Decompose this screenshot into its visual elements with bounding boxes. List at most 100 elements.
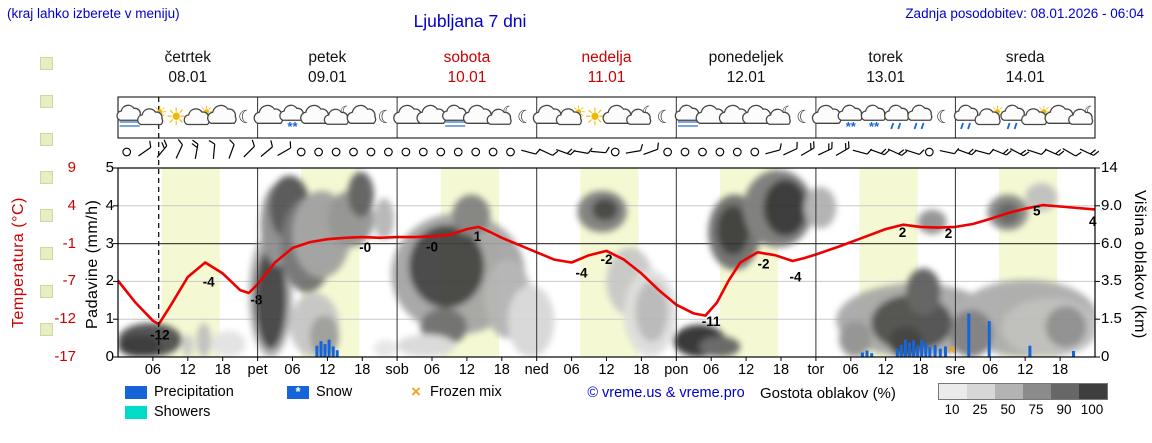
precipitation-swatch [125,386,147,399]
left-strip-square [40,171,53,184]
wind-barb-icon [538,148,559,156]
wind-barb-icon [156,139,168,158]
frozen-mix-icon: × [411,382,421,401]
precip-bar [865,350,869,357]
x-tick-label: 12 [319,362,335,378]
day-header: sreda 14.01 [1006,48,1045,88]
weather-icon-moon-cloud: ☾ [626,103,655,125]
day-header: torek 13.01 [866,48,905,88]
frozen-mix-legend-label: Frozen mix [430,384,502,400]
x-tick-label: 18 [633,362,649,378]
wind-calm-icon [488,147,498,157]
temp-label: 4 [1089,214,1097,229]
weather-icon-moon: ☾ [657,107,673,127]
x-tick-label: tor [807,362,824,378]
precip-bar [870,353,874,357]
precip-bar [920,339,924,357]
svg-text:☾: ☾ [657,107,673,127]
wind-barb-icon [1027,149,1047,156]
cloud-density-label: Gostota oblakov (%) [760,385,896,402]
wind-calm-icon [680,147,690,157]
precip-bar [331,346,335,357]
wind-barb-icon [800,141,815,157]
axis-tick-label: 9 [67,159,76,176]
snow-legend-label: Snow [316,384,353,400]
x-tick-label: 12 [738,362,754,378]
cloud-height-axis-label: Višina oblakov (km) [1131,190,1148,339]
weather-icon-cloud [207,104,237,124]
day-name: nedelja [581,49,632,66]
wind-calm-icon [715,147,725,157]
showers-swatch [125,406,147,419]
weather-icon-rain-cloud [907,104,933,130]
temp-label: -4 [789,269,801,284]
x-tick-label: 18 [912,362,928,378]
wind-calm-icon [331,147,341,157]
x-tick-label: 06 [424,362,440,378]
menu-hint: (kraj lahko izberete v meniju) [7,6,180,21]
wind-barb-icon [1044,148,1065,156]
temp-label: -8 [250,293,262,308]
wind-barb-icon [818,141,833,156]
precip-bar [908,342,911,357]
weather-icon-moon-cloud: ☾ [765,103,794,125]
day-header: sobota 10.01 [444,48,491,88]
x-tick-label: 18 [215,362,231,378]
credit-link[interactable]: © vreme.us & vreme.pro [587,385,745,401]
wind-barb-icon [175,139,184,159]
wind-barb-icon [1079,148,1100,156]
left-strip-square [40,133,53,146]
svg-text:☾: ☾ [517,107,533,127]
temp-label: 2 [899,225,907,240]
wind-calm-icon [453,147,463,157]
axis-tick-label: 9.0 [1101,196,1122,214]
wind-barb-icon [783,141,798,156]
precip-bar [860,352,864,357]
weather-icon-fog [116,104,142,127]
wind-barb-icon [208,140,216,160]
wind-barb-icon [521,148,541,155]
left-strip-square [40,95,53,108]
day-date: 11.01 [587,69,626,86]
wind-barb-icon [191,139,199,159]
wind-barb-icon [243,139,256,158]
wind-barb-icon [625,144,644,154]
precip-bar [327,339,331,357]
precip-bar [319,341,323,357]
axis-tick-label: -12 [54,310,76,328]
density-tick: 100 [1080,402,1104,417]
temp-label: -12 [150,328,170,343]
precip-bar [987,321,991,357]
wind-barb-icon [765,143,782,155]
density-tick: 10 [944,402,960,417]
svg-text:☾: ☾ [377,107,393,127]
page-title: Ljubljana 7 dni [413,11,527,31]
x-tick-label: 18 [773,362,789,378]
x-tick-label: 06 [284,362,300,378]
weather-icon-moon: ☾ [936,107,952,127]
day-date: 14.01 [1005,69,1045,86]
wind-barb-icon [590,146,610,154]
wind-barb-icon [904,149,925,156]
weather-icon-moon: ☾ [517,107,533,127]
weather-icon-snow-cloud: ** [279,104,305,134]
left-strip-square [40,209,53,222]
svg-text:**: ** [287,119,298,134]
density-tick: 75 [1028,402,1044,417]
wind-barb-icon [1062,147,1082,157]
x-tick-label: pet [248,362,268,378]
axis-tick-label: 4 [105,196,114,214]
precip-bar [315,345,319,357]
temp-label: -4 [575,265,587,280]
density-segment [1051,384,1079,399]
precip-bar [335,350,339,357]
left-strip-square [40,247,53,260]
wind-calm-icon [924,147,934,157]
day-name: sreda [1005,49,1045,66]
day-header: ponedeljek 12.01 [709,48,784,88]
precip-bar [933,344,937,357]
wind-barb-icon [835,141,850,157]
axis-tick-label: 1.5 [1101,310,1122,328]
wind-calm-icon [418,147,428,157]
wind-barb-icon [939,148,960,155]
